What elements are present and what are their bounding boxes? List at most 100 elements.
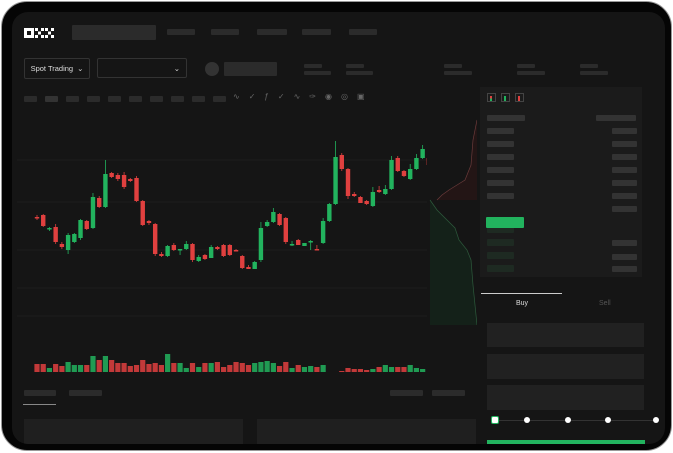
timeframe-button[interactable] [24, 96, 37, 102]
volume-bar [59, 366, 65, 372]
market-select-label: Spot Trading [30, 64, 74, 73]
candle [345, 168, 351, 199]
slider-stop[interactable] [605, 417, 611, 423]
orderbook-both-icon[interactable] [487, 93, 496, 102]
buy-button[interactable] [487, 440, 645, 444]
indicator-icon[interactable]: ∿ [233, 92, 240, 101]
candle [196, 255, 201, 262]
candle [47, 227, 52, 231]
market-select[interactable]: Spot Trading ⌄ [24, 58, 90, 79]
orderbook-bids-icon[interactable] [501, 93, 510, 102]
sell-tab[interactable]: Sell [599, 300, 611, 307]
candle-body [165, 246, 170, 256]
volume-bar [189, 363, 196, 372]
ask-amount [612, 193, 637, 199]
candle-body [227, 245, 233, 255]
bottom-tab[interactable] [69, 390, 102, 396]
amount-input[interactable] [487, 354, 644, 379]
search-bar[interactable] [72, 25, 156, 40]
draw-icon[interactable]: ✑ [309, 92, 316, 101]
timeframe-button[interactable] [171, 96, 184, 102]
buy-tab-underline [481, 293, 562, 294]
nav-item[interactable] [167, 29, 195, 35]
bottom-action[interactable] [432, 390, 465, 396]
check-icon[interactable]: ✓ [248, 92, 256, 101]
candle [128, 178, 133, 182]
pair-select[interactable]: ⌄ [97, 58, 187, 78]
settings-icon[interactable]: ◎ [340, 92, 348, 101]
volume-bar [388, 367, 395, 372]
candle-body [389, 160, 394, 189]
timeframe-button[interactable] [66, 96, 79, 102]
stat-label [580, 64, 598, 68]
volume-bar [301, 367, 308, 372]
candle-body [352, 194, 357, 196]
timeframe-button[interactable] [87, 96, 100, 102]
nav-item[interactable] [302, 29, 331, 35]
volume-bar [127, 366, 133, 372]
volume-bar [165, 354, 171, 372]
volume-bar [140, 360, 146, 372]
slider-stop[interactable] [653, 417, 659, 423]
volume-bar [46, 368, 53, 372]
candlestick-chart[interactable] [17, 102, 427, 372]
nav-item[interactable] [211, 29, 239, 35]
candle-body [215, 247, 220, 249]
volume-bar [109, 360, 115, 372]
candle-body [302, 243, 307, 246]
timeframe-button[interactable] [150, 96, 163, 102]
okx-logo[interactable] [24, 28, 56, 39]
depth-asks [437, 110, 477, 200]
bottom-action[interactable] [390, 390, 423, 396]
volume-bar [370, 369, 376, 372]
timeframe-button[interactable] [213, 96, 226, 102]
check-icon[interactable]: ✓ [277, 92, 285, 101]
candle-body [72, 234, 77, 242]
timeframe-button[interactable] [129, 96, 142, 102]
candle-body [47, 228, 52, 230]
timeframe-button[interactable] [108, 96, 121, 102]
bottom-tab-active[interactable] [24, 390, 56, 396]
candle-body [395, 158, 400, 171]
price-input[interactable] [487, 323, 644, 347]
volume-bar [53, 364, 59, 372]
nav-item[interactable] [349, 29, 377, 35]
nav-item[interactable] [257, 29, 287, 35]
volume-bar [121, 363, 127, 372]
stat-value [346, 71, 373, 75]
camera-icon[interactable]: ◉ [324, 92, 332, 101]
total-input[interactable] [487, 385, 644, 410]
candle [289, 241, 295, 246]
volume-bar [351, 369, 357, 372]
slider-stop[interactable] [524, 417, 530, 423]
leverage-slider-track[interactable] [492, 420, 657, 421]
candle-body [134, 178, 139, 201]
buy-tab[interactable]: Buy [516, 300, 529, 307]
slider-stop[interactable] [565, 417, 571, 423]
candle-body [264, 222, 270, 226]
volume-bar [401, 367, 407, 372]
chevron-down-icon: ⌄ [77, 64, 84, 73]
timeframe-button[interactable] [45, 96, 58, 102]
candle [103, 160, 108, 208]
timeframe-button[interactable] [192, 96, 205, 102]
candle [364, 200, 369, 205]
volume-bar [314, 367, 320, 372]
volume-bar [270, 363, 276, 372]
orderbook-asks-icon[interactable] [515, 93, 524, 102]
volume-bar [233, 362, 239, 372]
volume-bar [71, 365, 77, 372]
stat-label [304, 64, 322, 68]
fullscreen-icon[interactable]: ▣ [356, 92, 365, 101]
volume-bar [276, 366, 283, 372]
candle [233, 249, 239, 252]
line-icon[interactable]: ∿ [293, 92, 301, 101]
fx-icon[interactable]: ƒ [264, 92, 269, 101]
candle [333, 141, 338, 205]
candle [97, 196, 102, 208]
ask-amount [612, 154, 637, 160]
slider-handle[interactable] [491, 416, 499, 424]
candle-body [109, 173, 114, 177]
volume-bar [133, 365, 140, 372]
candle-body [364, 201, 369, 204]
